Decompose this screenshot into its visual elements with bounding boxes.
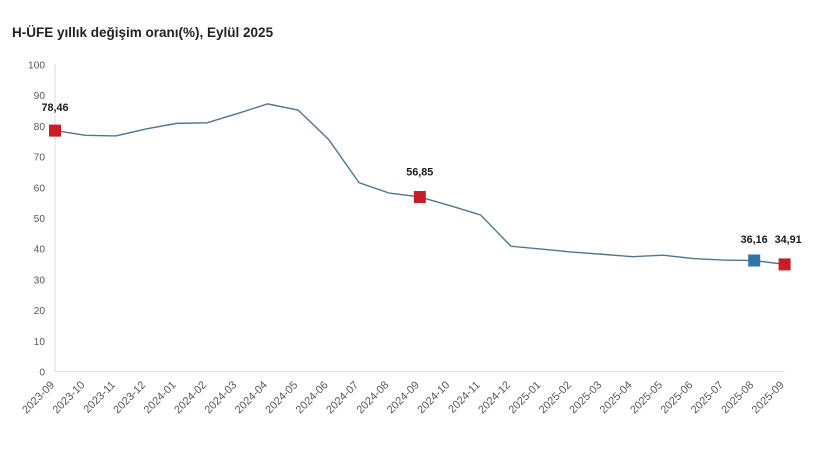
svg-text:2023-10: 2023-10	[50, 379, 87, 416]
svg-text:2025-02: 2025-02	[537, 379, 574, 416]
svg-text:2025-01: 2025-01	[506, 379, 543, 416]
svg-text:2025-05: 2025-05	[628, 379, 665, 416]
svg-text:2024-09: 2024-09	[385, 379, 422, 416]
svg-text:40: 40	[34, 245, 46, 256]
svg-text:0: 0	[39, 368, 45, 379]
svg-text:2024-10: 2024-10	[415, 379, 452, 416]
svg-text:10: 10	[34, 337, 46, 348]
svg-text:36,16: 36,16	[741, 234, 768, 246]
svg-text:2024-08: 2024-08	[354, 379, 391, 416]
svg-text:2025-06: 2025-06	[658, 379, 695, 416]
svg-text:2023-09: 2023-09	[20, 379, 57, 416]
svg-text:70: 70	[34, 153, 46, 164]
svg-text:2025-09: 2025-09	[750, 379, 787, 416]
svg-text:2025-08: 2025-08	[719, 379, 756, 416]
svg-text:60: 60	[34, 183, 46, 194]
svg-text:2025-04: 2025-04	[598, 379, 635, 416]
svg-text:2024-07: 2024-07	[324, 379, 361, 416]
svg-text:2025-07: 2025-07	[689, 379, 726, 416]
svg-text:30: 30	[34, 275, 46, 286]
svg-text:2024-04: 2024-04	[233, 379, 270, 416]
svg-text:100: 100	[28, 60, 45, 71]
svg-text:2024-03: 2024-03	[202, 379, 239, 416]
svg-text:56,85: 56,85	[406, 166, 433, 178]
svg-text:2023-12: 2023-12	[111, 379, 148, 416]
svg-text:20: 20	[34, 306, 46, 317]
svg-text:2024-06: 2024-06	[294, 379, 331, 416]
svg-text:78,46: 78,46	[41, 102, 68, 114]
svg-text:2024-02: 2024-02	[172, 379, 209, 416]
svg-text:2025-03: 2025-03	[567, 379, 604, 416]
svg-text:90: 90	[34, 91, 46, 102]
svg-text:34,91: 34,91	[775, 234, 802, 246]
svg-text:80: 80	[34, 122, 46, 133]
svg-text:2024-05: 2024-05	[263, 379, 300, 416]
svg-text:2024-12: 2024-12	[476, 379, 513, 416]
svg-text:50: 50	[34, 214, 46, 225]
svg-text:2024-01: 2024-01	[142, 379, 179, 416]
